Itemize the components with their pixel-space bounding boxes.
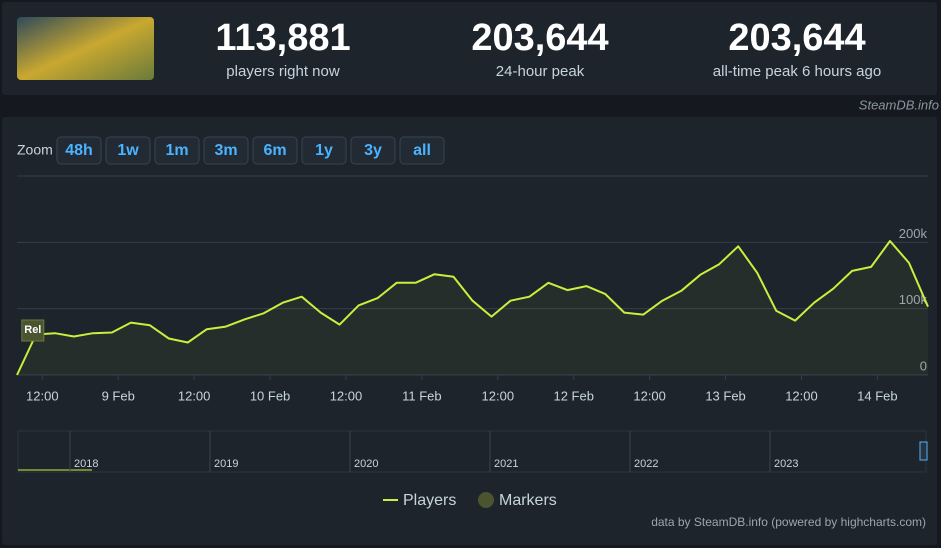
navigator-label: 2023	[774, 458, 798, 470]
zoom-button-label[interactable]: all	[413, 142, 431, 159]
x-tick-label: 11 Feb	[402, 388, 442, 403]
x-tick-label: 12:00	[482, 388, 515, 403]
stat-label: all-time peak 6 hours ago	[713, 63, 881, 80]
x-tick-label: 12:00	[785, 388, 818, 403]
legend-swatch	[478, 492, 494, 508]
zoom-button-label[interactable]: 3m	[214, 142, 237, 159]
marker-flag	[21, 319, 45, 342]
line	[16, 240, 929, 376]
zoom-button[interactable]	[56, 136, 102, 165]
zoom-button[interactable]	[154, 136, 200, 165]
zoom-button-label[interactable]: 3y	[364, 142, 382, 159]
x-tick-label: 12 Feb	[553, 388, 593, 403]
navigator-label: 2022	[634, 458, 658, 470]
y-tick-label: 100k	[899, 292, 928, 307]
zoom-button[interactable]	[399, 136, 445, 165]
x-tick-label: 12:00	[330, 388, 363, 403]
x-tick-label: 10 Feb	[250, 388, 290, 403]
y-tick-label: 0	[920, 358, 927, 373]
x-tick-label: 9 Feb	[102, 388, 135, 403]
legend-label[interactable]: Players	[403, 492, 456, 509]
game-thumbnail	[17, 17, 154, 80]
zoom-label: Zoom	[17, 142, 53, 158]
chart-panel	[2, 117, 937, 545]
navigator-label: 2018	[74, 458, 98, 470]
x-tick-label: 12:00	[26, 388, 59, 403]
x-tick-label: 12:00	[178, 388, 211, 403]
x-tick-label: 14 Feb	[857, 388, 897, 403]
zoom-button[interactable]	[105, 136, 151, 165]
navigator-label: 2021	[494, 458, 518, 470]
navigator-label: 2019	[214, 458, 238, 470]
watermark: SteamDB.info	[859, 97, 939, 112]
credits: data by SteamDB.info (powered by highcha…	[651, 515, 926, 529]
stat-label: players right now	[226, 63, 340, 80]
zoom-button[interactable]	[252, 136, 298, 165]
navigator-handle[interactable]	[919, 441, 928, 461]
navigator-label: 2020	[354, 458, 378, 470]
zoom-button-label[interactable]: 48h	[65, 142, 93, 159]
x-tick-label: 12:00	[633, 388, 666, 403]
area	[17, 241, 928, 375]
zoom-button-label[interactable]: 6m	[263, 142, 286, 159]
legend-label[interactable]: Markers	[499, 492, 557, 509]
x-tick-label: 13 Feb	[705, 388, 745, 403]
zoom-button-label[interactable]: 1w	[117, 142, 139, 159]
zoom-button-label[interactable]: 1m	[165, 142, 188, 159]
stat-value: 203,644	[728, 17, 865, 59]
zoom-button[interactable]	[350, 136, 396, 165]
stats-panel	[2, 2, 937, 95]
marker-label: Rel	[24, 324, 41, 336]
stat-value: 113,881	[215, 17, 350, 59]
stat-label: 24-hour peak	[496, 63, 585, 80]
zoom-button[interactable]	[301, 136, 347, 165]
zoom-button-label[interactable]: 1y	[315, 142, 333, 159]
stat-value: 203,644	[471, 17, 608, 59]
y-tick-label: 200k	[899, 226, 928, 241]
zoom-button[interactable]	[203, 136, 249, 165]
